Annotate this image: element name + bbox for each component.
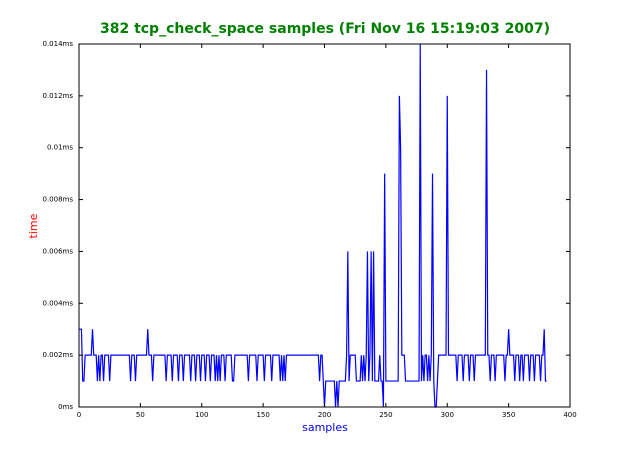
x-tick-label: 200: [318, 411, 331, 419]
y-tick-label: 0.014ms: [42, 40, 73, 48]
x-tick-label: 300: [441, 411, 454, 419]
x-tick-label: 150: [256, 411, 269, 419]
x-axis-label: samples: [302, 421, 348, 434]
y-tick-label: 0.008ms: [42, 196, 73, 204]
x-tick-label: 350: [502, 411, 515, 419]
x-tick-label: 400: [563, 411, 576, 419]
y-axis-label: time: [27, 213, 40, 238]
x-tick-label: 0: [77, 411, 81, 419]
y-tick-label: 0.01ms: [47, 144, 73, 152]
x-tick-label: 250: [379, 411, 392, 419]
data-line: [79, 43, 547, 408]
x-tick-label: 100: [195, 411, 208, 419]
x-tick-label: 50: [136, 411, 145, 419]
chart-title: 382 tcp_check_space samples (Fri Nov 16 …: [100, 21, 550, 37]
y-tick-label: 0.006ms: [42, 247, 73, 255]
y-tick-label: 0.002ms: [42, 351, 73, 359]
y-tick-label: 0.012ms: [42, 92, 73, 100]
y-tick-label: 0ms: [58, 403, 73, 411]
y-tick-label: 0.004ms: [42, 299, 73, 307]
